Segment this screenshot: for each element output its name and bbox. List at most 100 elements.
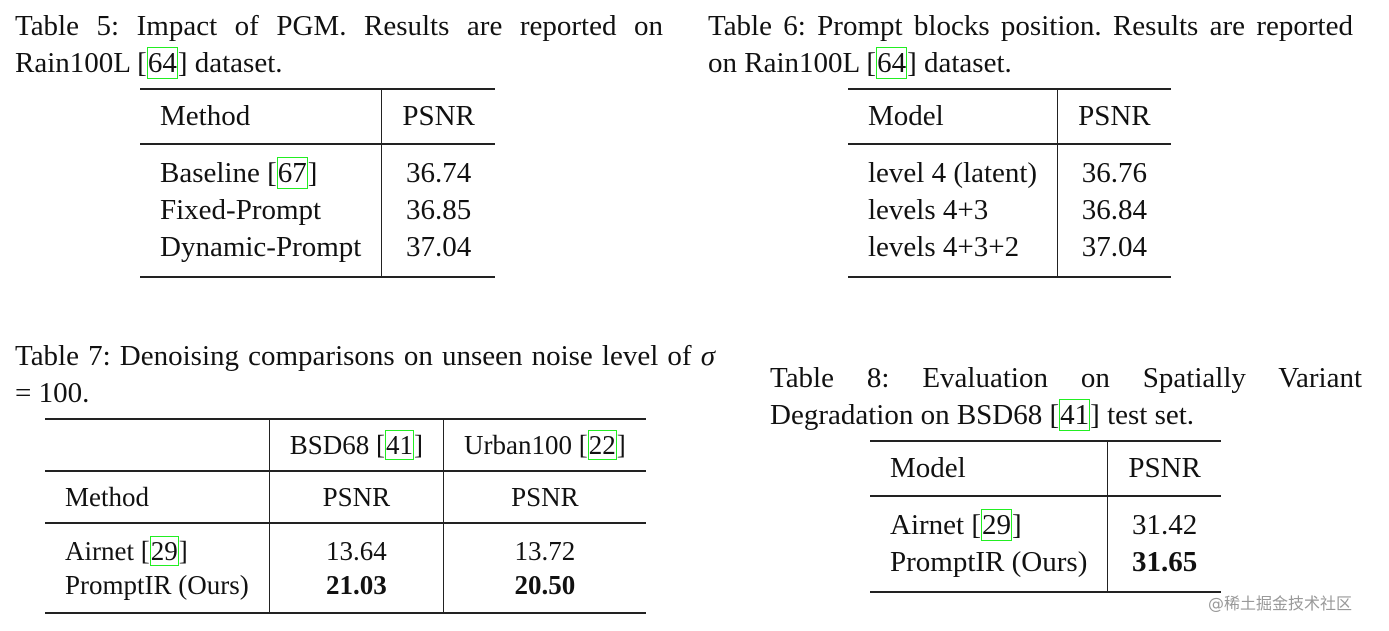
- italic-text: σ: [700, 340, 715, 372]
- cell: level 4 (latent): [848, 144, 1058, 192]
- header-row: Method PSNR: [140, 88, 495, 145]
- text: ]: [178, 536, 188, 566]
- row: Airnet [29] 31.42: [870, 496, 1221, 544]
- cell: 36.85: [381, 192, 495, 229]
- text: ]: [1012, 509, 1022, 541]
- text: levels 4+3+2: [868, 231, 1020, 263]
- cell: 20.50: [443, 568, 646, 614]
- text: Dynamic-Prompt: [160, 231, 362, 263]
- cell: 13.64: [268, 523, 444, 568]
- header-cell: Method: [45, 471, 270, 524]
- row: Dynamic-Prompt 37.04: [140, 229, 495, 278]
- table-8: Table 8: Evaluation on Spatially Variant…: [770, 360, 1362, 593]
- table-5: Table 5: Impact of PGM. Results are repo…: [15, 8, 663, 278]
- text: Fixed-Prompt: [160, 194, 322, 226]
- header-cell: PSNR: [381, 88, 495, 145]
- cell: Airnet [29]: [45, 523, 269, 568]
- header-cell: PSNR: [443, 471, 646, 524]
- bold-text: 31.65: [1132, 546, 1198, 578]
- table: BSD68 [41] Urban100 [22] Method PSNR PSNR Air…: [45, 418, 646, 614]
- header-cell: [45, 418, 270, 472]
- header-cell: Model: [848, 88, 1058, 145]
- citation: 64: [146, 47, 178, 79]
- cell: Baseline [67]: [140, 144, 382, 192]
- cell: 31.42: [1107, 496, 1221, 544]
- text: Method: [160, 100, 251, 132]
- text: PromptIR (Ours): [890, 546, 1088, 578]
- header-cell: PSNR: [1107, 440, 1221, 497]
- table: Model PSNR level 4 (latent) 36.76 levels 4+3…: [848, 88, 1171, 278]
- cell: 37.04: [1057, 229, 1171, 278]
- text: 37.04: [1081, 231, 1147, 263]
- header-row: Model PSNR: [848, 88, 1171, 145]
- text: ]: [414, 430, 424, 460]
- text: levels 4+3: [868, 194, 989, 226]
- caption: Table 5: Impact of PGM. Results are repo…: [15, 8, 663, 82]
- text: PSNR: [1078, 100, 1151, 132]
- text: 36.74: [406, 157, 472, 189]
- text: 31.42: [1132, 509, 1198, 541]
- text: Table 6: Prompt blocks position. Results…: [708, 10, 1353, 79]
- text: ]: [307, 157, 318, 189]
- row: Fixed-Prompt 36.85: [140, 192, 495, 229]
- text: ]: [616, 430, 626, 460]
- table-7: Table 7: Denoising comparisons on unseen…: [15, 338, 715, 614]
- cell: 36.84: [1057, 192, 1171, 229]
- citation: 41: [1059, 399, 1091, 431]
- text: Airnet [: [65, 536, 150, 566]
- text: 13.64: [326, 536, 387, 566]
- caption: Table 7: Denoising comparisons on unseen…: [15, 338, 715, 412]
- table: Model PSNR Airnet [29] 31.42 PromptIR (Ours)…: [870, 440, 1221, 593]
- table-6: Table 6: Prompt blocks position. Results…: [708, 8, 1353, 278]
- text: = 100.: [15, 377, 90, 409]
- text: BSD68 [: [289, 430, 386, 460]
- caption: Table 8: Evaluation on Spatially Variant…: [770, 360, 1362, 434]
- header-cell: BSD68 [41]: [268, 418, 444, 472]
- cell: levels 4+3: [848, 192, 1058, 229]
- text: Urban100 [: [464, 430, 588, 460]
- text: 36.84: [1081, 194, 1147, 226]
- text: 36.76: [1081, 157, 1147, 189]
- header-cell: Model: [870, 440, 1108, 497]
- citation: 22: [587, 430, 617, 460]
- watermark: @稀土掘金技术社区: [1208, 594, 1353, 613]
- bold-text: 21.03: [326, 570, 387, 600]
- header-row: BSD68 [41] Urban100 [22]: [45, 418, 646, 472]
- citation: 29: [149, 536, 179, 566]
- cell: PromptIR (Ours): [870, 544, 1108, 593]
- header-cell: PSNR: [268, 471, 444, 524]
- cell: 21.03: [268, 568, 444, 614]
- text: Table 7: Denoising comparisons on unseen…: [15, 340, 701, 372]
- row: levels 4+3 36.84: [848, 192, 1171, 229]
- header-row: Model PSNR: [870, 440, 1221, 497]
- row: level 4 (latent) 36.76: [848, 144, 1171, 192]
- cell: 36.76: [1057, 144, 1171, 192]
- text: PSNR: [322, 482, 391, 512]
- text: Table 8: Evaluation on Spatially Variant…: [770, 362, 1362, 431]
- cell: Airnet [29]: [870, 496, 1108, 544]
- table: Method PSNR Baseline [67] 36.74 Fixed-Prompt…: [140, 88, 495, 278]
- header-cell: Method: [140, 88, 382, 145]
- text: PSNR: [402, 100, 475, 132]
- text: 37.04: [406, 231, 472, 263]
- text: Model: [890, 452, 966, 484]
- header-row: Method PSNR PSNR: [45, 471, 646, 524]
- header-cell: PSNR: [1057, 88, 1171, 145]
- header-cell: Urban100 [22]: [443, 418, 646, 472]
- cell: 31.65: [1107, 544, 1221, 593]
- cell: PromptIR (Ours): [45, 568, 270, 614]
- row: Airnet [29] 13.64 13.72: [45, 523, 646, 568]
- text: 13.72: [514, 536, 576, 566]
- cell: 13.72: [443, 523, 646, 568]
- cell: levels 4+3+2: [848, 229, 1058, 278]
- text: Model: [868, 100, 944, 132]
- row: levels 4+3+2 37.04: [848, 229, 1171, 278]
- text: level 4 (latent): [868, 157, 1038, 189]
- cell: 37.04: [381, 229, 495, 278]
- text: Method: [65, 482, 149, 512]
- citation: 67: [276, 157, 308, 189]
- text: ] test set.: [1090, 399, 1195, 431]
- text: Baseline [: [160, 157, 277, 189]
- text: ] dataset.: [177, 47, 283, 79]
